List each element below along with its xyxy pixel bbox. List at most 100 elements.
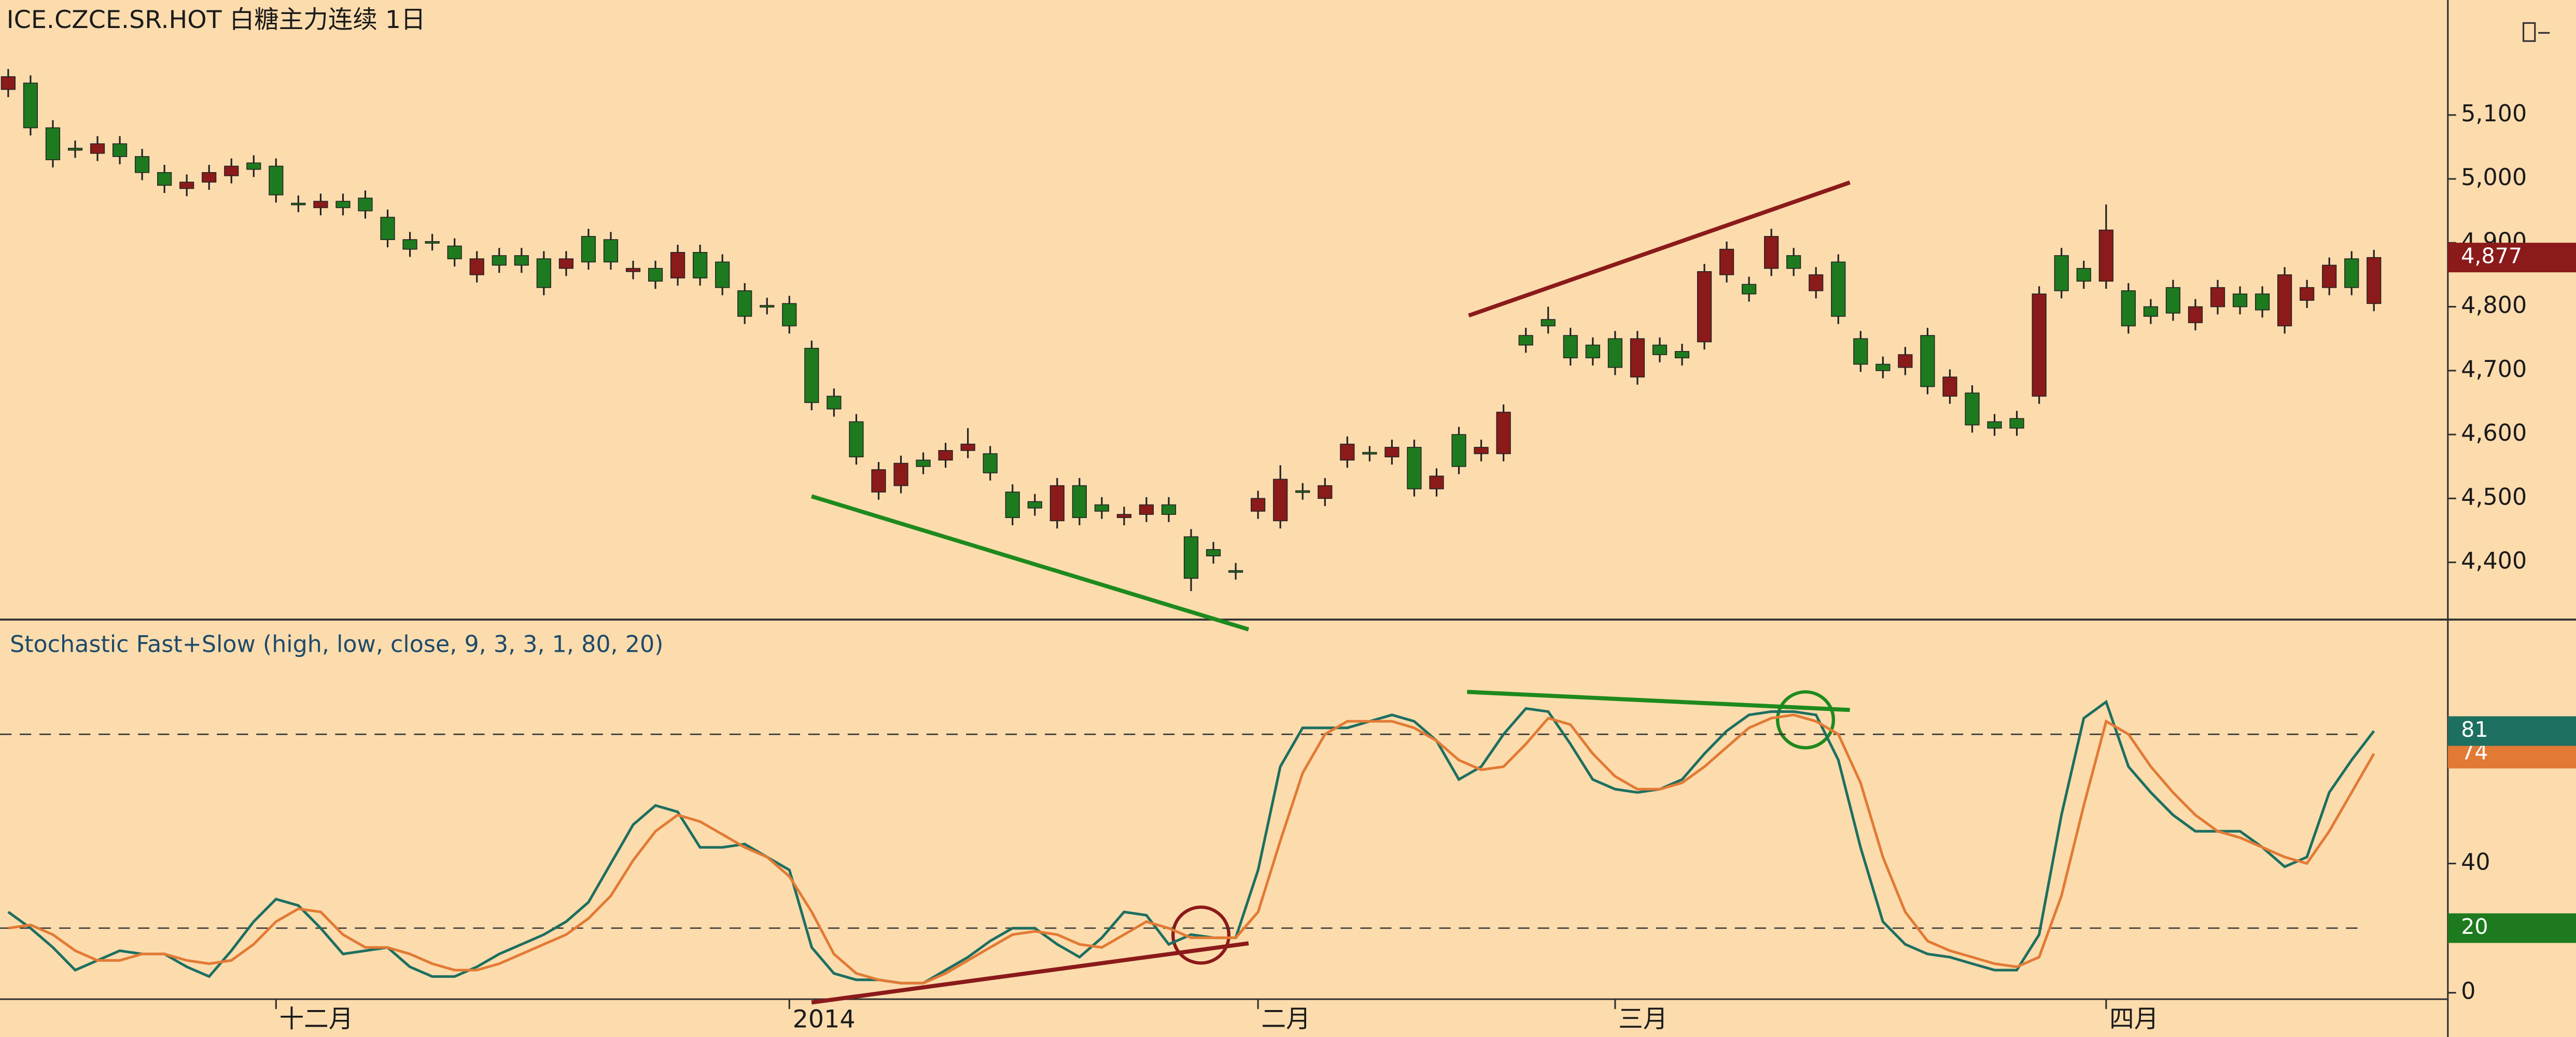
candle-body xyxy=(1742,284,1757,295)
candle-body xyxy=(693,252,708,278)
candle-body xyxy=(1518,335,1533,346)
last-value-label: 81 xyxy=(2461,717,2488,742)
candle-body xyxy=(938,450,953,461)
candle-body xyxy=(1161,504,1177,515)
candle-body xyxy=(179,181,194,189)
last-price-label: 4,877 xyxy=(2461,244,2522,269)
candle-body xyxy=(581,236,596,263)
trend-line xyxy=(811,494,1250,632)
candle-body xyxy=(45,127,61,160)
candle-body xyxy=(1987,421,2002,429)
icon-part xyxy=(2523,22,2536,42)
candle-body xyxy=(670,252,685,278)
candle-body xyxy=(1875,363,1891,371)
candle-body xyxy=(715,261,730,288)
candle-body xyxy=(1251,498,1266,512)
candle-body xyxy=(960,443,975,451)
x-tick-label: 二月 xyxy=(1262,1005,1311,1033)
candle-body xyxy=(1049,485,1065,522)
candle-body xyxy=(425,241,440,244)
candle-body xyxy=(2300,287,2315,301)
chart-title: ICE.CZCE.SR.HOT 白糖主力连续 1日 xyxy=(7,6,426,34)
x-tick-label: 十二月 xyxy=(279,1005,354,1033)
candle-body xyxy=(1652,344,1668,355)
candle-body xyxy=(157,172,172,186)
candle-body xyxy=(469,258,484,275)
candle-body xyxy=(804,347,819,403)
candle-body xyxy=(2165,287,2181,314)
candle-body xyxy=(224,165,239,176)
y-tick-label: 4,700 xyxy=(2461,356,2527,383)
candle-body xyxy=(335,201,351,208)
candle-body xyxy=(1451,434,1466,467)
candle-body xyxy=(2098,229,2113,282)
candle-body xyxy=(1809,274,1824,291)
candle-body xyxy=(1407,446,1422,489)
candle-body xyxy=(1630,338,1645,377)
last-value-box xyxy=(2447,716,2576,746)
candle-body xyxy=(358,198,373,212)
candle-body xyxy=(737,290,752,317)
last-price-box xyxy=(2447,243,2576,273)
candle-body xyxy=(1005,492,1020,518)
candle-body xyxy=(492,255,507,266)
candle-body xyxy=(1429,475,1444,489)
candle-body xyxy=(849,421,864,457)
candle-body xyxy=(2188,306,2203,324)
y-tick-label: 0 xyxy=(2461,978,2475,1005)
candle-body xyxy=(90,143,105,154)
candle-body xyxy=(1206,549,1221,557)
candle-body xyxy=(1474,446,1489,454)
candle-body xyxy=(1853,338,1868,365)
candle-body xyxy=(1965,393,1980,426)
candle-body xyxy=(2277,274,2292,327)
highlight-circle xyxy=(1171,905,1231,965)
x-tick-label: 2014 xyxy=(793,1005,856,1033)
candle-body xyxy=(1942,376,1957,397)
candle-body xyxy=(1607,338,1622,368)
candle-body xyxy=(536,258,551,288)
candle-body xyxy=(1674,351,1690,358)
y-tick-label: 5,000 xyxy=(2461,164,2527,191)
candle-body xyxy=(313,201,328,208)
candle-body xyxy=(2232,293,2248,307)
candle-body xyxy=(1,76,16,90)
candle-body xyxy=(871,469,886,493)
y-tick-label: 5,100 xyxy=(2461,101,2527,127)
x-tick-label: 四月 xyxy=(2109,1005,2159,1033)
candle-body xyxy=(1094,504,1109,512)
candle-body xyxy=(1384,446,1399,457)
candle-body xyxy=(1116,514,1132,518)
candle-body xyxy=(202,172,217,183)
candle-body xyxy=(2054,255,2069,291)
candle-body xyxy=(916,459,931,467)
candle-body xyxy=(1340,443,1355,461)
candle-body xyxy=(1585,344,1600,358)
candle-body xyxy=(1183,536,1199,579)
candle-body xyxy=(648,268,663,282)
candle-body xyxy=(2121,290,2136,327)
candle-body xyxy=(1273,479,1288,522)
candle-body xyxy=(1898,354,1913,368)
candle-body xyxy=(625,268,641,272)
candle-body xyxy=(1072,485,1087,518)
candle-body xyxy=(112,143,128,157)
candle-body xyxy=(2009,418,2024,429)
settings-icon[interactable] xyxy=(2523,22,2550,42)
candle-body xyxy=(1295,490,1310,493)
candle-body xyxy=(1027,501,1042,509)
candle-body xyxy=(2143,306,2158,317)
y-tick-label: 4,400 xyxy=(2461,548,2527,574)
candle-body xyxy=(603,239,619,263)
candle-body xyxy=(2255,293,2270,311)
trend-line xyxy=(1467,690,1850,712)
y-tick-label: 4,500 xyxy=(2461,484,2527,510)
candle-body xyxy=(1541,319,1556,327)
candle-body xyxy=(1697,271,1712,343)
candle-body xyxy=(246,162,261,170)
candle-body xyxy=(291,203,306,205)
candle-body xyxy=(1786,255,1801,269)
x-tick-label: 三月 xyxy=(1618,1005,1668,1033)
candle-body xyxy=(2210,287,2225,307)
